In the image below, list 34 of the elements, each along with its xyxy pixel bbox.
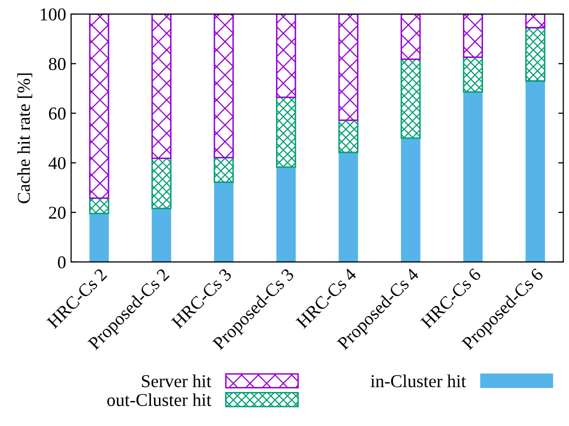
y-tick-label: 80 xyxy=(48,58,66,70)
bar xyxy=(276,166,296,262)
bar xyxy=(214,14,234,158)
bar xyxy=(152,208,172,262)
y-tick-label: 0 xyxy=(58,256,66,268)
y-tick-label: 20 xyxy=(49,206,66,219)
bar xyxy=(526,80,545,262)
bar xyxy=(276,14,296,98)
bar xyxy=(151,158,172,210)
bar xyxy=(214,182,234,262)
bar xyxy=(89,213,109,262)
bar xyxy=(151,14,172,160)
y-axis-title: Cache hit rate [%] xyxy=(17,73,32,204)
bar xyxy=(338,152,358,262)
bar xyxy=(463,92,483,262)
bar xyxy=(89,197,110,214)
bar xyxy=(462,14,484,58)
y-tick-label: 60 xyxy=(48,107,66,120)
bar xyxy=(525,14,546,28)
bar xyxy=(400,58,421,139)
bar xyxy=(400,138,420,262)
y-tick-label: 100 xyxy=(40,8,66,20)
bar xyxy=(338,14,358,121)
bar xyxy=(338,119,358,154)
y-tick-label: 40 xyxy=(48,157,66,170)
bar xyxy=(276,96,296,168)
bar xyxy=(525,27,546,82)
legend-label: in-Cluster hit xyxy=(370,374,466,388)
legend-label: out-Cluster hit xyxy=(107,393,212,406)
bar xyxy=(214,156,234,183)
bar xyxy=(400,14,421,60)
bar xyxy=(462,56,484,93)
legend-label: Server hit xyxy=(142,374,212,388)
bar xyxy=(89,14,110,199)
